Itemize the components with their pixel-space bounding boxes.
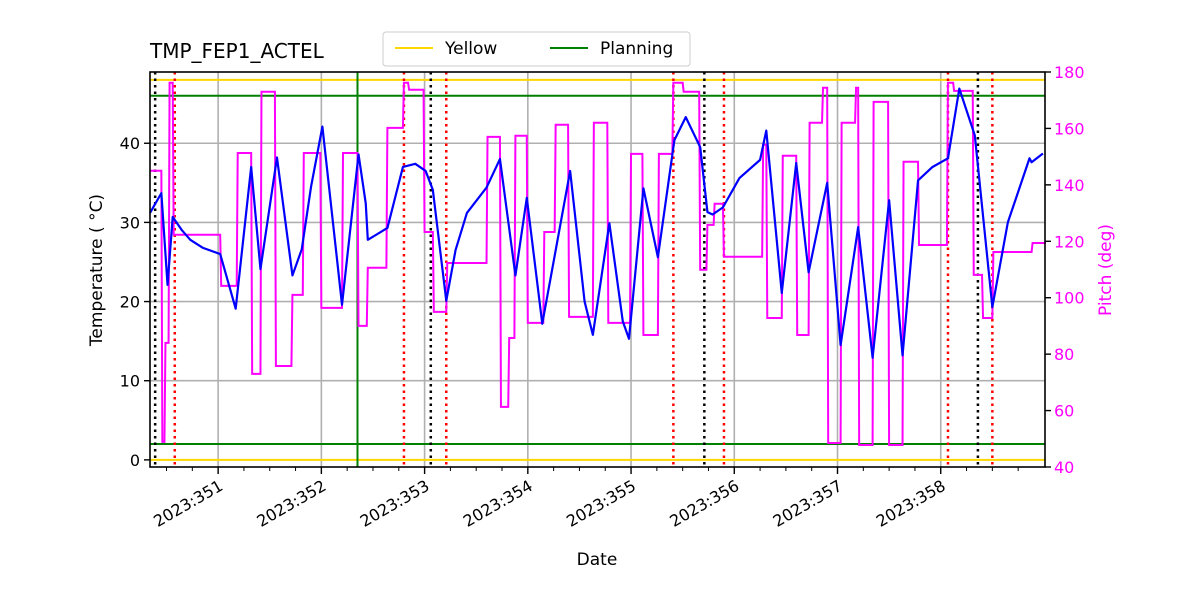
y-tick-label: 0 — [130, 451, 140, 470]
legend: Yellow Planning — [382, 31, 691, 67]
y2-tick-label: 140 — [1054, 176, 1085, 195]
y2-tick-label: 40 — [1054, 458, 1074, 477]
y2-axis-label: Pitch (deg) — [1096, 224, 1116, 316]
legend-label-yellow: Yellow — [444, 39, 497, 59]
y2-tick-label: 80 — [1054, 345, 1074, 364]
y2-tick-label: 160 — [1054, 119, 1085, 138]
chart-title: TMP_FEP1_ACTEL — [149, 39, 325, 63]
y2-tick-label: 100 — [1054, 289, 1085, 308]
y-tick-label: 20 — [120, 293, 140, 312]
legend-box — [382, 31, 691, 67]
x-axis-label: Date — [577, 550, 618, 570]
y-tick-label: 30 — [120, 213, 140, 232]
y2-tick-label: 60 — [1054, 402, 1074, 421]
legend-label-planning: Planning — [600, 39, 673, 59]
y2-tick-label: 180 — [1054, 63, 1085, 82]
plot-frame — [149, 71, 1046, 468]
pitch-series — [150, 81, 1046, 446]
temperature-series — [149, 87, 1044, 359]
y-tick-label: 40 — [120, 134, 140, 153]
series — [149, 81, 1046, 446]
y2-tick-label: 120 — [1054, 232, 1085, 251]
y-axis-label: Temperature ( °C) — [87, 194, 107, 347]
y-tick-label: 10 — [120, 372, 140, 391]
